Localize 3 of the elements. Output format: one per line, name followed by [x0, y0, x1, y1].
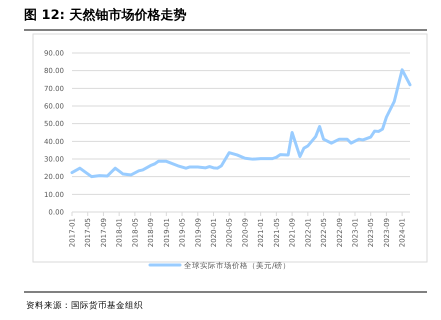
text: 资料来源：国际货币基金组织 [26, 300, 143, 311]
line-series [70, 68, 412, 178]
chart-title: 图 12: 天然铀市场价格走势 [24, 7, 186, 23]
